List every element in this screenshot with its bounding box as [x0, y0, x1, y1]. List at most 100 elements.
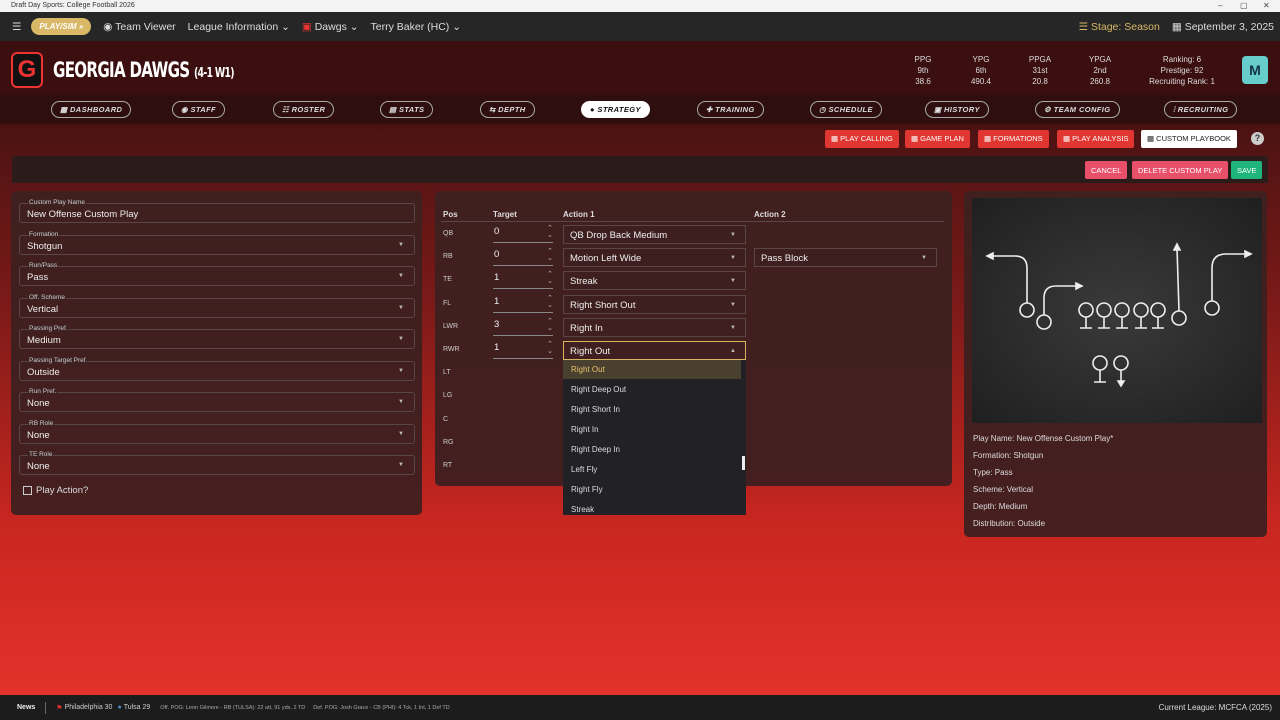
- action1-select[interactable]: Motion Left Wide ▼: [563, 248, 746, 268]
- tab-depth[interactable]: ⇆ DEPTH: [480, 101, 535, 118]
- stat-value: 20.8: [1032, 77, 1048, 86]
- grid-icon: ▦: [911, 134, 921, 143]
- field-passing-target-pref[interactable]: Passing Target Pref. Outside ▼: [19, 356, 415, 381]
- team-logo: G: [11, 52, 43, 88]
- close-button[interactable]: ✕: [1263, 1, 1270, 10]
- stepper-arrows-icon[interactable]: ⌃ ⌄: [547, 225, 553, 239]
- team-menu[interactable]: ▣ Dawgs ⌄: [302, 21, 359, 33]
- target-stepper[interactable]: 0 ⌃ ⌄: [493, 248, 553, 267]
- play-action-checkbox[interactable]: Play Action?: [23, 485, 88, 496]
- checkbox-box[interactable]: [23, 486, 32, 495]
- tab-icon: ●: [590, 105, 598, 114]
- field-run-pref[interactable]: Run Pref. None ▼: [19, 388, 415, 412]
- dropdown-scrollbar[interactable]: [742, 456, 745, 470]
- stepper-arrows-icon[interactable]: ⌃ ⌄: [547, 341, 553, 355]
- tab-staff[interactable]: ◉ STAFF: [172, 101, 226, 118]
- offensive-pog: Off. POG: Leon Gilmore - RB (TULSA): 22 …: [160, 704, 306, 711]
- dropdown-option[interactable]: Right Deep In: [571, 445, 620, 454]
- stepper-arrows-icon[interactable]: ⌃ ⌄: [547, 248, 553, 263]
- action1-select[interactable]: QB Drop Back Medium ▼: [563, 225, 746, 244]
- dropdown-option[interactable]: Right Out: [563, 359, 741, 379]
- subtab-game-plan[interactable]: ▦ GAME PLAN: [905, 130, 970, 148]
- cancel-button[interactable]: CANCEL: [1085, 161, 1128, 179]
- dropdown-option[interactable]: Streak: [571, 505, 595, 514]
- play-sim-button[interactable]: PLAY/SIM »: [31, 18, 92, 35]
- league-logo-icon: M: [1242, 56, 1268, 84]
- action1-select[interactable]: Streak ▼: [563, 271, 746, 291]
- tab-roster[interactable]: ☷ ROSTER: [273, 101, 335, 118]
- dropdown-option[interactable]: Left Fly: [571, 465, 598, 474]
- league-information-menu[interactable]: League Information ⌄: [187, 20, 290, 33]
- subtab-formations[interactable]: ▦ FORMATIONS: [978, 130, 1049, 148]
- subtab-play-analysis[interactable]: ▦ PLAY ANALYSIS: [1057, 130, 1135, 148]
- tab-icon: ◉: [181, 105, 191, 114]
- stat-rank: 2nd: [1093, 66, 1107, 75]
- date-label: September 3, 2025: [1184, 20, 1274, 33]
- game-team-2[interactable]: Tulsa 29: [123, 704, 151, 711]
- help-icon[interactable]: ?: [1251, 132, 1264, 145]
- field-label: TE Role: [28, 451, 54, 458]
- subtab-custom-playbook[interactable]: ▦ CUSTOM PLAYBOOK: [1141, 130, 1237, 148]
- field-te-role[interactable]: TE Role None ▼: [19, 451, 415, 475]
- action-bar: [12, 156, 1268, 183]
- team-menu-label: Dawgs ⌄: [314, 20, 359, 33]
- minimize-button[interactable]: –: [1218, 1, 1223, 10]
- tab-recruiting[interactable]: ⫶ RECRUITING: [1164, 101, 1238, 118]
- field-formation[interactable]: Formation Shotgun ▼: [19, 230, 415, 255]
- action-dropdown-list[interactable]: Right Out Right Deep Out Right Short In Rig…: [563, 359, 746, 515]
- stat-label: PPGA: [1028, 55, 1052, 64]
- dropdown-option[interactable]: Right In: [571, 425, 599, 434]
- stepper-arrows-icon[interactable]: ⌃ ⌄: [547, 271, 553, 286]
- team-ranking-block: Ranking: 6 Prestige: 92 Recruiting Rank:…: [1140, 54, 1224, 87]
- target-stepper[interactable]: 3 ⌃ ⌄: [493, 317, 553, 336]
- action1-select[interactable]: Right Short Out ▼: [563, 294, 746, 314]
- col-action2: Action 2: [754, 210, 786, 219]
- action1-select[interactable]: Right In ▼: [563, 317, 746, 337]
- tab-strategy[interactable]: ● STRATEGY: [581, 101, 650, 118]
- tab-team-config[interactable]: ⚙ TEAM CONFIG: [1035, 101, 1120, 118]
- game-team-1[interactable]: Philadelphia 30: [64, 704, 113, 711]
- target-stepper[interactable]: 1 ⌃ ⌄: [493, 271, 553, 290]
- stepper-arrows-icon[interactable]: ⌃ ⌄: [547, 294, 553, 309]
- hamburger-menu-icon[interactable]: ☰: [12, 20, 22, 33]
- tulsa-icon: ●: [117, 704, 122, 711]
- stage-icon: ☰: [1078, 20, 1091, 33]
- coach-menu[interactable]: Terry Baker (HC) ⌄: [370, 20, 462, 33]
- stat-ypga: YPGA 2nd 260.8: [1075, 54, 1125, 87]
- field-custom-play-name[interactable]: Custom Play Name New Offense Custom Play: [19, 199, 415, 223]
- target-stepper[interactable]: 1 ⌃ ⌄: [493, 341, 553, 359]
- tab-dashboard[interactable]: ▦ DASHBOARD: [51, 101, 132, 118]
- stepper-arrows-icon[interactable]: ⌃ ⌄: [547, 317, 553, 332]
- chevron-down-icon: ▼: [398, 304, 404, 311]
- dropdown-option[interactable]: Right Fly: [571, 485, 603, 494]
- field-label: Custom Play Name: [28, 199, 86, 206]
- subtab-play-calling[interactable]: ▦ PLAY CALLING: [825, 130, 899, 148]
- select-value: Right Out: [570, 346, 611, 357]
- action2-select[interactable]: Pass Block ▼: [754, 248, 937, 268]
- field-off-scheme[interactable]: Off. Scheme Vertical ▼: [19, 293, 415, 318]
- prestige: Prestige: 92: [1160, 66, 1204, 75]
- team-header: [0, 41, 1280, 95]
- team-viewer-link[interactable]: ◉ Team Viewer: [103, 21, 175, 33]
- row-pos: RT: [443, 462, 453, 469]
- tab-stats[interactable]: ▤ STATS: [380, 101, 434, 118]
- grid-icon: ▦: [1063, 134, 1073, 143]
- action1-select[interactable]: Right Out ▲: [563, 341, 746, 360]
- top-nav: ☰ PLAY/SIM » ◉ Team Viewer League Inform…: [0, 12, 1280, 41]
- tab-training[interactable]: ✚ TRAINING: [697, 101, 764, 118]
- tab-icon: ⇆: [489, 105, 499, 114]
- field-passing-pref[interactable]: Passing Pref. Medium ▼: [19, 325, 415, 349]
- delete-custom-play-button[interactable]: DELETE CUSTOM PLAY: [1132, 161, 1229, 179]
- field-run-pass[interactable]: Run/Pass Pass ▼: [19, 262, 415, 286]
- window-titlebar: Draft Day Sports: College Football 2026 …: [0, 0, 1280, 12]
- tab-schedule[interactable]: ◷ SCHEDULE: [810, 101, 882, 118]
- save-button[interactable]: SAVE: [1231, 161, 1263, 179]
- maximize-button[interactable]: ▢: [1240, 1, 1248, 10]
- target-stepper[interactable]: 0 ⌃ ⌄: [493, 225, 553, 243]
- dropdown-option[interactable]: Right Deep Out: [571, 385, 627, 394]
- tab-history[interactable]: ▣ HISTORY: [925, 101, 989, 118]
- field-rb-role[interactable]: RB Role None ▼: [19, 419, 415, 444]
- dropdown-option[interactable]: Right Short In: [571, 405, 620, 414]
- target-stepper[interactable]: 1 ⌃ ⌄: [493, 294, 553, 313]
- recruiting-rank: Recruiting Rank: 1: [1149, 77, 1215, 86]
